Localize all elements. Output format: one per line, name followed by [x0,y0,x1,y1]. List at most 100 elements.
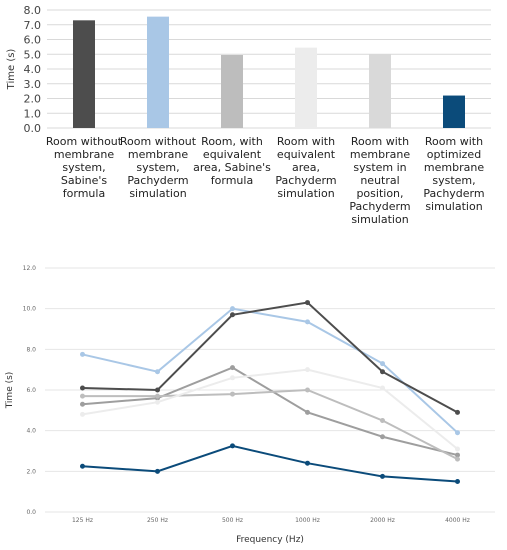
x-axis-label: Frequency (Hz) [236,535,304,545]
data-point [230,443,235,449]
y-tick-label: 4.0 [24,63,42,76]
bar [73,20,95,129]
data-point [80,351,85,357]
data-point [455,430,460,436]
bar [147,16,169,129]
category-label-line: system, [136,161,179,174]
data-point [155,399,160,405]
data-point [455,479,460,484]
data-point [380,385,385,391]
x-tick-label: 500 Hz [222,517,243,524]
data-point [455,452,460,458]
category-label: Room without membrane system, Pachyderm simu… [120,135,197,200]
y-tick-label: 7.0 [24,19,42,32]
category-label-line: Room, with [201,135,263,148]
y-tick-label: 12.0 [23,265,37,272]
data-point [305,319,310,325]
category-label-line: position, [356,187,403,200]
category-label-line: Sabine's [61,174,108,187]
category-label: Room with membrane system in neutral positio… [349,135,410,226]
category-label-line: Pachyderm [127,174,188,187]
bar [443,95,465,128]
y-tick-label: 2.0 [24,93,42,106]
y-tick-label: 8.0 [26,346,36,353]
bar [369,54,391,128]
data-point [455,456,460,462]
data-point [305,460,310,466]
category-label-line: Pachyderm [275,174,336,187]
category-label: Room with equivalent area, Pachyderm simulat… [275,135,336,200]
y-tick-label: 6.0 [24,34,42,47]
y-tick-label: 4.0 [26,428,36,435]
data-point [305,367,310,373]
y-tick-label: 8.0 [24,4,42,17]
y-tick-label: 0.0 [26,509,36,516]
category-label-line: simulation [425,200,482,213]
data-point [380,418,385,423]
category-label-line: neutral [360,174,399,187]
data-point [155,387,160,393]
y-tick-label: 2.0 [26,468,36,475]
category-label-line: area, [292,161,320,174]
x-tick-label: 2000 Hz [370,517,395,524]
data-point [455,446,460,452]
data-point [155,468,160,474]
series-line [82,301,458,414]
category-label-line: Pachyderm [423,187,484,200]
data-point [305,387,310,393]
series-line [82,368,459,450]
y-tick-label: 3.0 [24,78,42,91]
data-point [380,473,385,479]
category-label-line: Room without [46,135,123,148]
category-label-line: Pachyderm [349,200,410,213]
y-tick-label: 10.0 [23,306,37,313]
data-point [80,463,85,469]
category-label-line: area, Sabine's [193,161,271,174]
data-point [80,385,85,391]
y-axis-label: Time (s) [5,372,15,410]
category-label: Room, with equivalent area, Sabine's formul… [193,135,271,187]
category-label-line: Room with [351,135,409,148]
category-label-line: membrane [424,161,484,174]
category-label-line: simulation [129,187,186,200]
category-label: Room with optimized membrane system, Pachyde… [423,135,484,213]
series-line [82,444,458,483]
category-label-line: simulation [277,187,334,200]
data-point [380,434,385,440]
data-point [230,306,235,312]
data-point [455,409,460,415]
data-point [155,369,160,375]
data-point [230,375,235,381]
category-label-line: equivalent [203,148,262,161]
x-tick-label: 4000 Hz [445,517,470,524]
category-label-line: Room without [120,135,197,148]
data-point [380,361,385,367]
bar [295,47,317,128]
x-tick-label: 125 Hz [72,517,93,524]
data-point [80,393,85,399]
category-label-line: membrane [128,148,188,161]
category-label-line: membrane [350,148,410,161]
data-point [230,365,235,371]
category-label-line: membrane [54,148,114,161]
series-line [82,388,458,461]
series-line [82,307,459,434]
data-point [230,312,235,318]
category-label-line: formula [63,187,105,200]
data-point [230,391,235,397]
y-tick-label: 5.0 [24,48,42,61]
y-tick-label: 0.0 [24,122,42,135]
y-tick-label: 1.0 [24,107,42,120]
x-tick-label: 1000 Hz [295,517,320,524]
y-axis-label: Time (s) [6,49,17,91]
line-chart: 0.0 2.0 4.0 6.0 8.0 10.0 12.0 125 Hz 250 Hz 500 H… [5,265,495,545]
y-tick-label: 6.0 [26,387,36,394]
data-point [155,393,160,399]
bar-chart: 0.0 1.02.0 3.0 4.0 5.06.0 7.0 8.0 Time (s) Room … [6,4,491,226]
data-point [305,409,310,415]
data-point [80,401,85,407]
category-label-line: Room with [425,135,483,148]
category-label-line: system, [62,161,105,174]
data-point [80,411,85,417]
